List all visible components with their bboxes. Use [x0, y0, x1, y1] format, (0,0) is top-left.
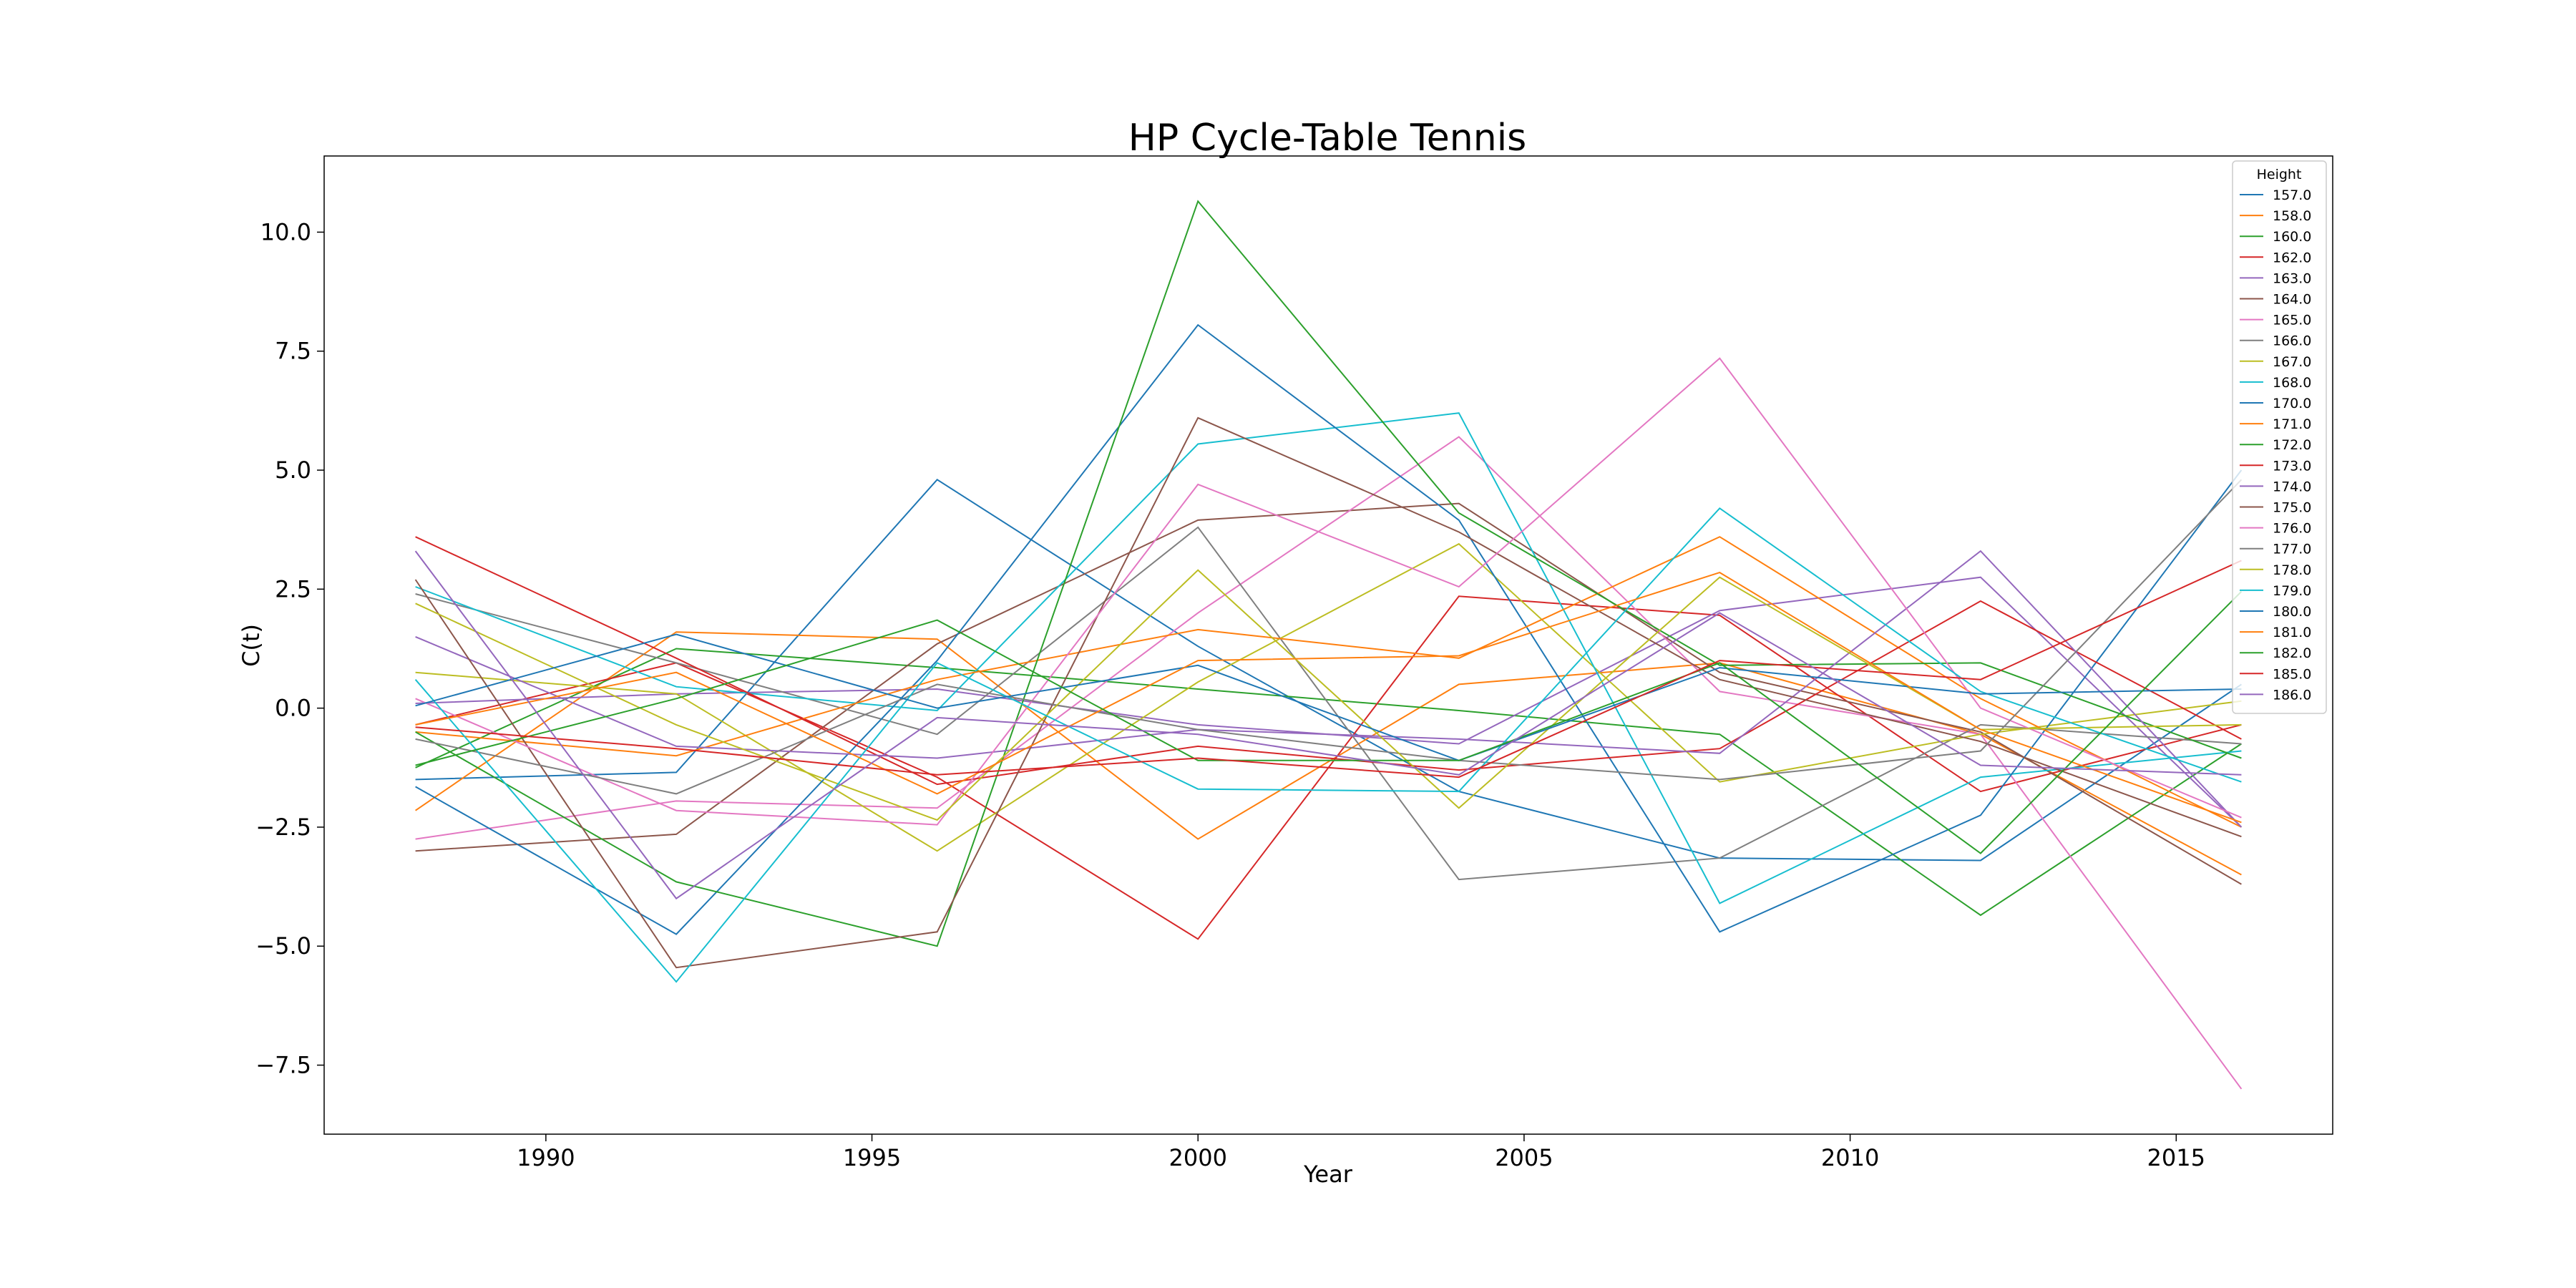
legend-label: 177.0	[2273, 542, 2311, 557]
y-tick-label: −7.5	[255, 1052, 311, 1079]
legend-label: 165.0	[2273, 313, 2311, 328]
x-tick-label: 2010	[1821, 1144, 1879, 1171]
y-tick-label: 5.0	[275, 457, 311, 484]
series-line-157-0	[415, 478, 2242, 862]
y-tick-label: 7.5	[275, 338, 311, 365]
legend-label: 162.0	[2273, 250, 2311, 265]
legend-label: 171.0	[2273, 416, 2311, 432]
x-tick-label: 2000	[1169, 1144, 1227, 1171]
plot-area-frame	[323, 155, 2333, 1135]
series-line-176-0	[415, 357, 2242, 826]
series-line-181-0	[415, 572, 2242, 824]
x-tick-label: 2015	[2147, 1144, 2205, 1171]
legend-label: 167.0	[2273, 354, 2311, 370]
series-line-165-0	[415, 436, 2243, 1090]
series-line-160-0	[415, 648, 2242, 917]
legend-items: 157.0 158.0 160.0 162.0 163.0 164.0 165.0 166.0…	[2240, 187, 2311, 703]
series-line-167-0	[415, 542, 2242, 852]
legend-label: 176.0	[2273, 521, 2311, 537]
y-tick-label: −2.5	[255, 814, 311, 841]
series-line-170-0	[415, 323, 2243, 935]
chart-title: HP Cycle-Table Tennis	[1128, 117, 1526, 160]
legend-label: 181.0	[2273, 625, 2311, 640]
series-line-175-0	[414, 416, 2242, 969]
series-line-177-0	[415, 479, 2243, 795]
series-line-172-0	[415, 200, 2242, 947]
legend-label: 175.0	[2273, 500, 2311, 516]
legend-label: 166.0	[2273, 333, 2311, 349]
series-line-186-0	[414, 550, 2242, 900]
series-line-185-0	[415, 560, 2242, 779]
legend-label: 168.0	[2273, 375, 2311, 391]
legend-label: 173.0	[2273, 458, 2311, 474]
series-line-168-0	[415, 412, 2242, 904]
series-line-166-0	[415, 526, 2242, 881]
legend-label: 164.0	[2273, 292, 2311, 308]
x-tick-label: 1990	[517, 1144, 575, 1171]
legend-label: 157.0	[2273, 187, 2311, 203]
legend-label: 185.0	[2273, 666, 2311, 682]
y-tick-label: −5.0	[255, 932, 311, 960]
x-axis-label: Year	[1303, 1161, 1353, 1188]
legend: Height 157.0 158.0 160.0 162.0 163.0 164.0 165…	[2232, 160, 2327, 714]
x-axis: 1990 1995 2000 2005 2010 2015	[517, 1134, 2205, 1171]
series-line-180-0	[415, 633, 2242, 761]
legend-label: 179.0	[2273, 583, 2311, 599]
legend-label: 160.0	[2273, 229, 2311, 245]
legend-label: 180.0	[2273, 604, 2311, 620]
series-line-179-0	[414, 507, 2242, 983]
legend-label: 163.0	[2273, 270, 2311, 286]
series-line-173-0	[415, 536, 2242, 786]
legend-label: 172.0	[2273, 437, 2311, 453]
legend-label: 186.0	[2273, 687, 2311, 703]
y-tick-label: 2.5	[275, 575, 311, 602]
legend-title: Height	[2257, 167, 2302, 182]
y-tick-label: 0.0	[275, 695, 311, 722]
x-tick-label: 1995	[843, 1144, 901, 1171]
y-axis-label: C(t)	[238, 624, 265, 667]
y-axis: −7.5 −5.0 −2.5 0.0 2.5 5.0 7.5 10.0	[255, 218, 324, 1079]
series-lines	[414, 200, 2243, 1090]
series-line-171-0	[415, 536, 2242, 828]
series-line-174-0	[415, 550, 2243, 828]
legend-label: 178.0	[2273, 562, 2311, 578]
legend-label: 158.0	[2273, 208, 2311, 224]
y-tick-label: 10.0	[260, 218, 311, 245]
x-tick-label: 2005	[1495, 1144, 1553, 1171]
legend-label: 182.0	[2273, 645, 2311, 661]
legend-label: 170.0	[2273, 396, 2311, 411]
legend-label: 174.0	[2273, 479, 2311, 494]
series-line-182-0	[415, 590, 2243, 854]
